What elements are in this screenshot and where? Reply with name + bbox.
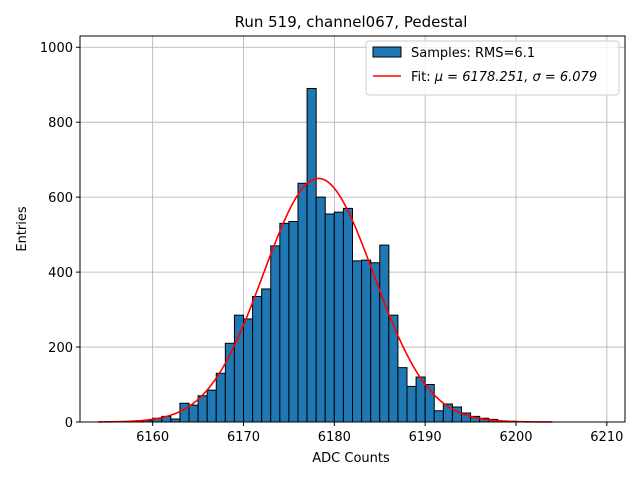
histogram-bar [324, 213, 335, 423]
histogram-bar [306, 87, 317, 423]
x-tick-label: 6170 [227, 430, 260, 445]
x-axis-ticks: 6160 6170 6180 6190 6200 6210 [136, 422, 623, 445]
y-tick-label: 400 [48, 266, 73, 281]
y-tick-label: 200 [48, 341, 73, 356]
plot-frame [79, 35, 626, 423]
histogram-bar [397, 367, 408, 423]
x-tick-label: 6180 [318, 430, 351, 445]
legend-fit-label: Fit: μ = 6178.251, σ = 6.079 [411, 70, 597, 85]
y-axis-ticks: 0 200 400 600 800 1000 [40, 41, 80, 431]
x-tick-label: 6160 [136, 430, 169, 445]
y-tick-label: 1000 [40, 41, 73, 56]
histogram-bar [252, 295, 263, 423]
histogram-bar [179, 402, 190, 423]
fit-curve [98, 177, 553, 423]
histogram-bar [361, 259, 372, 423]
histogram-bar [342, 207, 353, 423]
histogram-bar [243, 318, 254, 423]
histogram-bar [233, 314, 245, 423]
histogram-bar [288, 221, 299, 423]
histogram-bar [433, 410, 444, 423]
legend-box [365, 40, 620, 96]
legend: Samples: RMS=6.1 Fit: μ = 6178.251, σ = … [365, 40, 620, 96]
histogram-bar [379, 244, 390, 423]
x-tick-label: 6190 [409, 430, 442, 445]
legend-histogram-swatch [372, 46, 402, 58]
histogram-bar [206, 389, 217, 423]
histogram-bar [197, 395, 208, 423]
histogram-bar [279, 222, 290, 423]
histogram-bar [188, 404, 199, 423]
histogram-bar [315, 196, 326, 423]
x-tick-label: 6200 [499, 430, 532, 445]
histogram-bar [352, 260, 363, 423]
y-axis-label: Entries [15, 206, 30, 252]
histogram-bar [406, 385, 417, 423]
y-tick-label: 0 [65, 416, 73, 431]
y-tick-label: 800 [48, 116, 73, 131]
y-tick-label: 600 [48, 191, 73, 206]
histogram-bar [297, 182, 308, 423]
x-tick-label: 6210 [590, 430, 623, 445]
histogram-bar [333, 211, 344, 423]
histogram-bar [270, 245, 281, 423]
legend-histogram-label: Samples: RMS=6.1 [411, 46, 535, 61]
histogram-bars [124, 87, 526, 423]
x-axis-label: ADC Counts [312, 451, 390, 466]
chart-title: Run 519, channel067, Pedestal [235, 13, 468, 31]
histogram-bar [215, 372, 226, 423]
histogram-bar [261, 288, 272, 423]
